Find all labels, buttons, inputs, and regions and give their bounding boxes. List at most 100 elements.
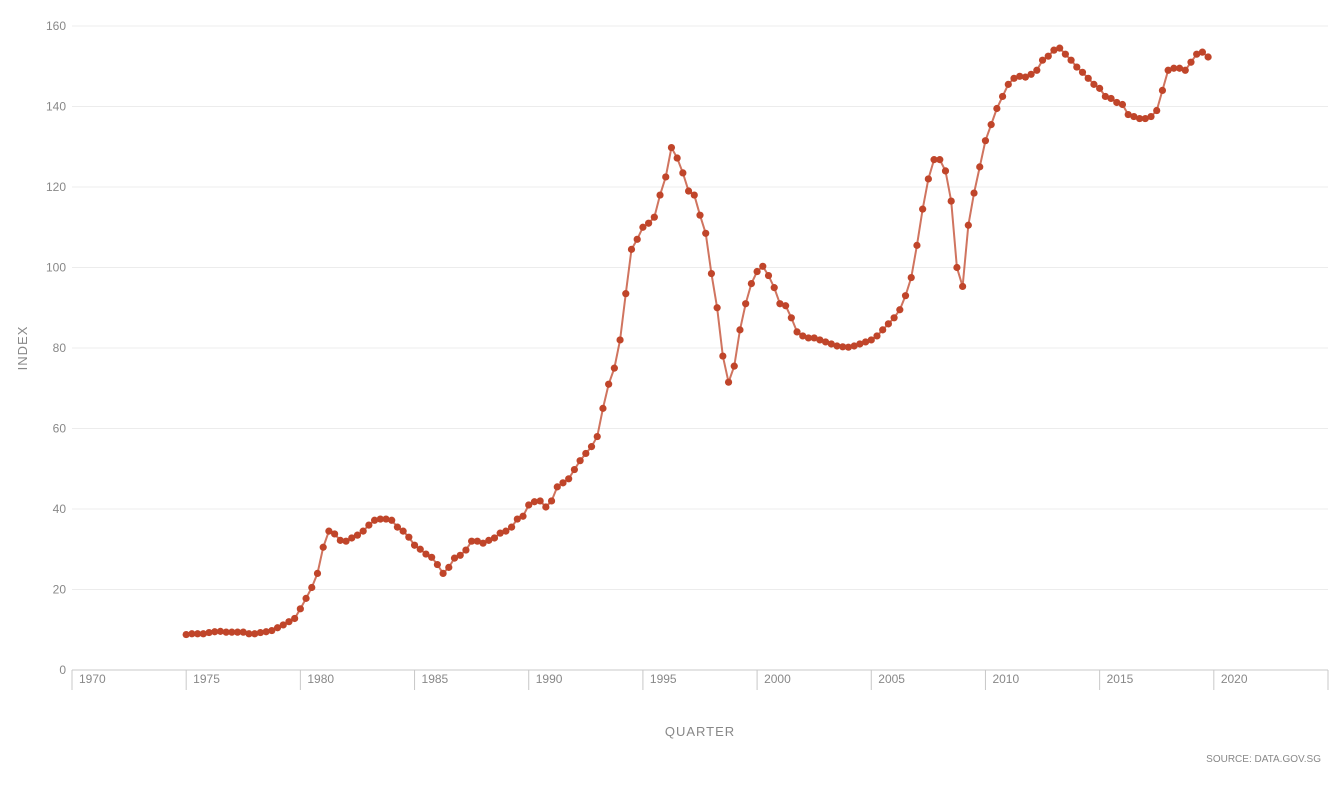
data-point[interactable] [348,534,356,542]
data-point[interactable] [839,343,847,351]
data-point[interactable] [359,527,367,535]
data-point[interactable] [964,221,972,229]
data-point[interactable] [719,352,727,360]
data-point[interactable] [1147,112,1155,121]
data-point[interactable] [861,338,870,346]
data-point[interactable] [553,483,561,491]
data-point[interactable] [1170,64,1178,72]
data-point[interactable] [308,583,316,592]
data-point[interactable] [753,267,761,276]
data-point[interactable] [1181,66,1189,74]
data-point[interactable] [1056,44,1064,52]
data-point[interactable] [993,104,1001,113]
data-point[interactable] [273,624,282,632]
data-point[interactable] [439,569,447,578]
data-point[interactable] [616,336,624,344]
data-point[interactable] [188,630,196,638]
data-point[interactable] [650,213,658,221]
data-point[interactable] [930,156,938,164]
data-point[interactable] [599,404,607,412]
data-point[interactable] [388,516,396,524]
data-point[interactable] [844,343,853,351]
data-point[interactable] [1118,100,1127,109]
data-point[interactable] [919,205,927,213]
data-point[interactable] [799,332,807,340]
data-point[interactable] [730,362,738,370]
data-point[interactable] [462,546,470,554]
data-point[interactable] [262,628,270,636]
data-point[interactable] [433,560,441,569]
data-point[interactable] [228,628,236,636]
data-point[interactable] [1096,84,1104,92]
data-point[interactable] [684,187,693,195]
data-point[interactable] [1198,48,1206,56]
data-point[interactable] [1141,114,1149,123]
data-point[interactable] [610,364,618,372]
data-point[interactable] [896,306,904,314]
data-point[interactable] [724,378,733,386]
data-point[interactable] [485,536,493,544]
data-point[interactable] [782,302,790,310]
data-point[interactable] [976,163,984,171]
data-point[interactable] [736,326,744,334]
data-point[interactable] [827,340,835,348]
data-point[interactable] [1004,80,1012,88]
data-point[interactable] [1084,74,1092,82]
data-point[interactable] [605,380,613,388]
data-point[interactable] [810,334,818,342]
data-point[interactable] [1124,110,1132,119]
data-point[interactable] [393,523,402,531]
data-point[interactable] [822,338,830,346]
data-point[interactable] [1158,86,1167,94]
data-point[interactable] [536,497,544,505]
data-point[interactable] [565,475,573,483]
data-point[interactable] [702,229,710,237]
data-point[interactable] [422,550,430,558]
data-point[interactable] [245,630,253,638]
data-point[interactable] [1136,114,1144,123]
data-point[interactable] [850,342,858,350]
data-point[interactable] [936,156,944,164]
data-point[interactable] [1027,70,1035,78]
data-point[interactable] [747,280,755,288]
data-point[interactable] [1050,46,1058,54]
data-point[interactable] [353,531,362,539]
data-point[interactable] [376,515,384,523]
data-point[interactable] [547,497,556,505]
data-point[interactable] [742,300,750,308]
data-point[interactable] [405,533,413,541]
data-point[interactable] [770,284,778,292]
data-point[interactable] [279,621,287,629]
data-point[interactable] [1175,64,1184,72]
data-point[interactable] [1187,58,1195,66]
data-point[interactable] [679,169,687,177]
data-point[interactable] [764,271,773,280]
data-point[interactable] [1073,63,1081,71]
data-point[interactable] [924,175,932,183]
data-point[interactable] [182,630,190,639]
data-point[interactable] [399,527,407,535]
data-point[interactable] [890,314,898,322]
data-point[interactable] [428,553,436,561]
data-point[interactable] [1021,73,1030,81]
data-point[interactable] [941,167,950,175]
data-point[interactable] [296,605,304,613]
data-point[interactable] [570,465,579,474]
data-point[interactable] [879,326,887,334]
data-point[interactable] [1153,106,1161,115]
data-point[interactable] [256,628,264,637]
data-point[interactable] [587,443,596,451]
data-point[interactable] [998,92,1007,101]
data-point[interactable] [1010,74,1018,82]
data-point[interactable] [707,269,716,278]
data-point[interactable] [981,137,990,145]
data-point[interactable] [199,630,207,638]
data-point[interactable] [416,545,424,553]
data-point[interactable] [251,630,259,638]
data-point[interactable] [1113,98,1121,107]
data-point[interactable] [884,320,893,328]
data-point[interactable] [468,537,476,545]
data-point[interactable] [947,197,955,205]
data-point[interactable] [1067,56,1075,64]
data-point[interactable] [336,536,344,544]
